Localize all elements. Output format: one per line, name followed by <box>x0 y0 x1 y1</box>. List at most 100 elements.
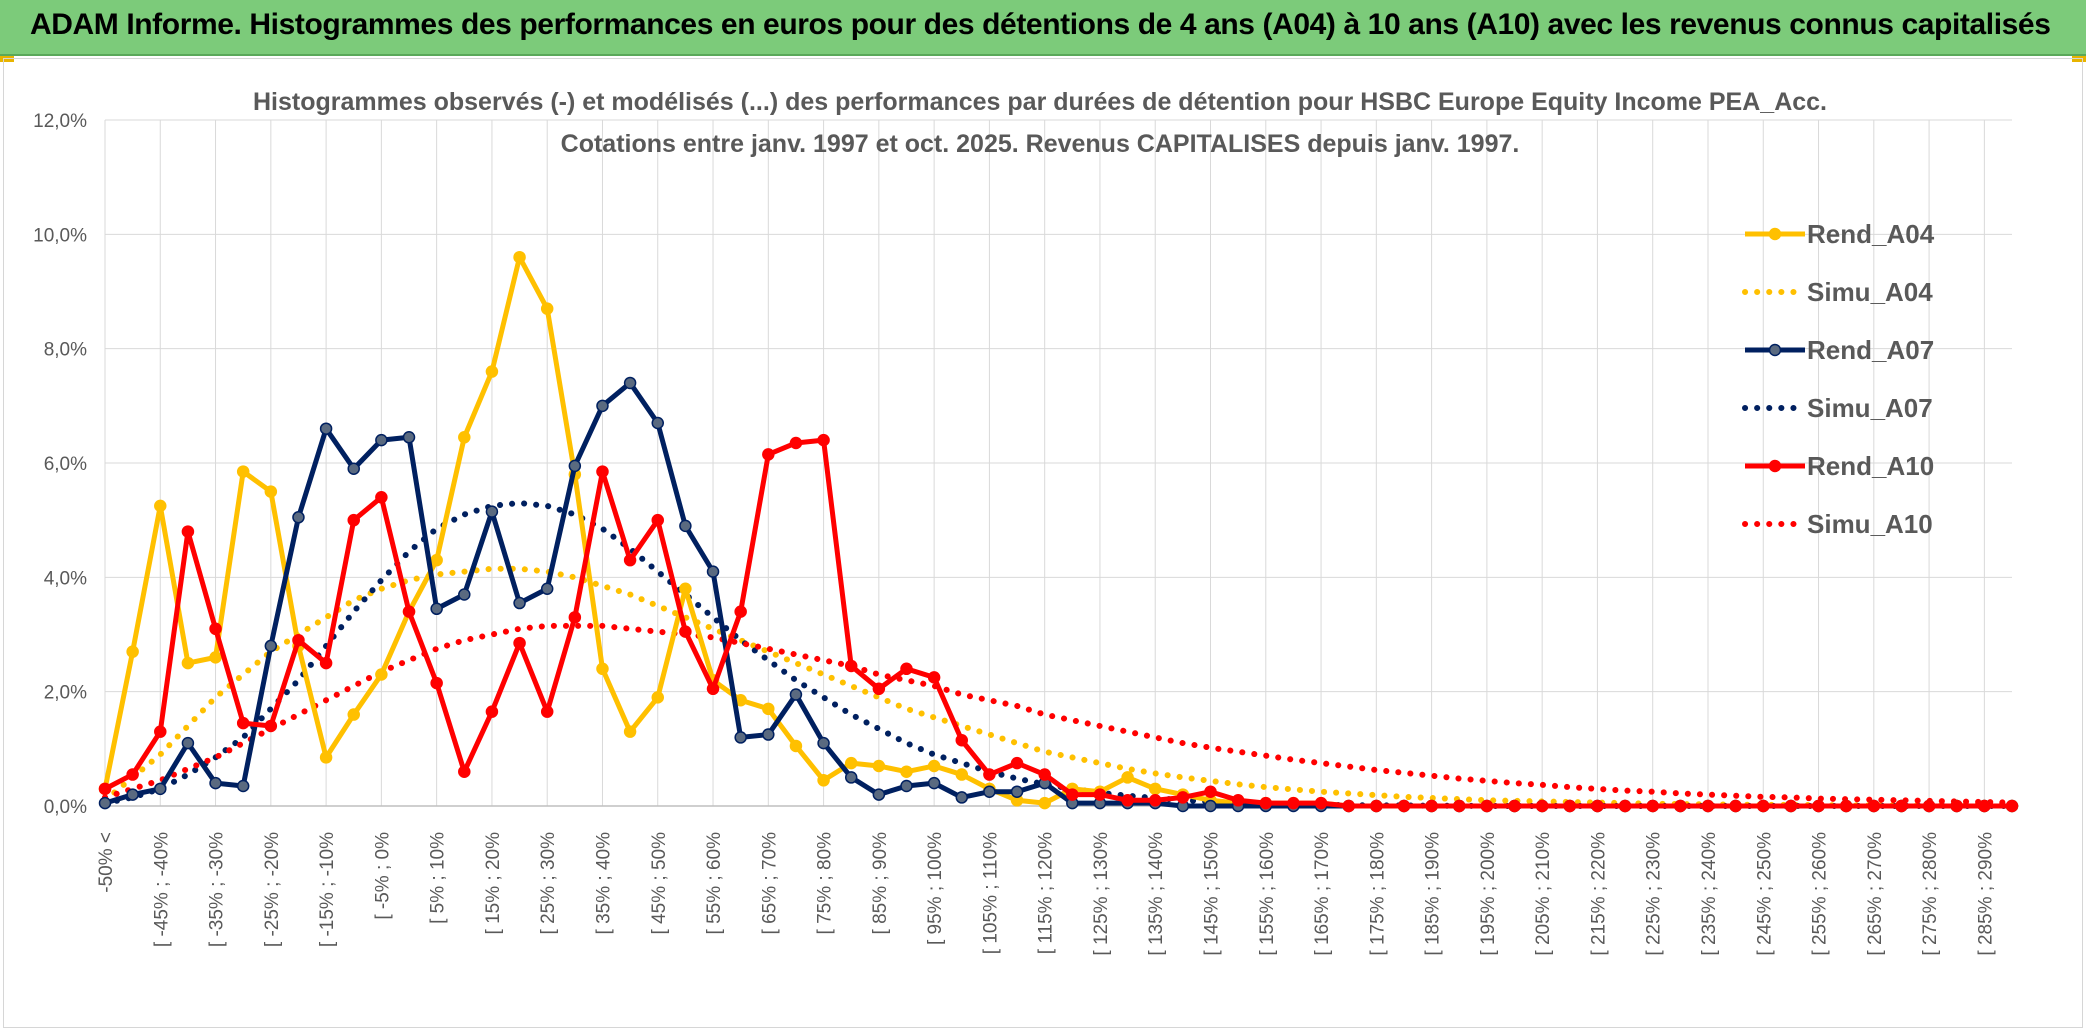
data-point <box>679 625 692 638</box>
data-point <box>540 302 554 315</box>
data-point <box>789 739 803 753</box>
x-tick-label: [ 155% ; 160% <box>1257 832 1278 956</box>
data-point <box>485 505 499 518</box>
data-point <box>1867 799 1881 813</box>
data-point <box>927 776 941 790</box>
legend-marker <box>1768 459 1782 473</box>
data-point <box>154 782 167 796</box>
data-point <box>1342 799 1355 813</box>
y-tick-label: 0,0% <box>44 797 87 818</box>
x-tick-label: [ 265% ; 270% <box>1865 832 1886 956</box>
data-point <box>292 511 305 524</box>
series-line-rend_a07 <box>104 380 2012 809</box>
data-point <box>734 731 747 744</box>
data-point <box>430 676 443 690</box>
data-point <box>126 788 139 801</box>
legend: Rend_A04 Simu_A04 Rend_A07 Simu_A07 Rend_A10… <box>1742 219 1935 539</box>
data-point <box>209 651 222 664</box>
data-point <box>1480 799 1494 813</box>
x-tick-label: [ 235% ; 240% <box>1699 832 1720 956</box>
data-point <box>375 491 388 504</box>
data-point <box>1093 788 1107 801</box>
x-tick-label: [ 175% ; 180% <box>1367 832 1388 956</box>
x-tick-label: -50% < <box>96 832 117 893</box>
data-point <box>1646 799 1659 813</box>
data-point <box>1287 796 1300 810</box>
data-point <box>1701 799 1715 813</box>
x-tick-label: [ 165% ; 170% <box>1312 832 1333 956</box>
x-tick-label: [ 25% ; 30% <box>538 832 559 935</box>
grid <box>104 119 2012 807</box>
data-point <box>1038 768 1051 781</box>
data-point <box>679 519 692 533</box>
data-point <box>236 779 250 793</box>
data-point <box>126 768 139 781</box>
data-point <box>1563 799 1577 813</box>
x-tick-label: [ -5% ; 0% <box>372 832 393 920</box>
data-point <box>1425 799 1438 813</box>
data-point <box>762 448 775 461</box>
data-point <box>568 459 582 473</box>
data-point <box>706 682 720 696</box>
series-layer <box>98 250 2019 813</box>
data-point <box>181 736 195 750</box>
data-point <box>154 499 167 513</box>
data-point <box>264 639 278 653</box>
corner-mark-right <box>2072 56 2086 62</box>
x-tick-label: [ 65% ; 70% <box>759 832 780 935</box>
data-point <box>1618 799 1632 813</box>
data-point <box>264 485 278 498</box>
data-point <box>1231 794 1245 807</box>
x-tick-label: [ 245% ; 250% <box>1754 832 1775 956</box>
data-point <box>651 691 665 704</box>
data-point <box>1591 799 1604 813</box>
data-point <box>292 633 305 647</box>
data-point <box>900 662 913 676</box>
data-point <box>2005 799 2019 813</box>
data-point <box>1950 799 1963 813</box>
data-point <box>181 525 195 538</box>
data-point <box>927 671 941 684</box>
data-point <box>955 768 969 781</box>
data-point <box>1674 799 1687 813</box>
x-tick-label: [ 115% ; 120% <box>1036 832 1057 954</box>
data-point <box>458 765 471 778</box>
x-tick-label: [ -35% ; -30% <box>207 832 228 947</box>
y-tick-label: 10,0% <box>33 225 87 246</box>
x-tick-label: [ 125% ; 130% <box>1091 832 1112 956</box>
data-point <box>762 702 775 716</box>
data-point <box>1757 799 1770 813</box>
data-point <box>1978 799 1991 813</box>
x-tick-label: [ 185% ; 190% <box>1423 832 1444 956</box>
data-point <box>402 431 416 444</box>
data-point <box>402 605 416 618</box>
y-tick-label: 4,0% <box>44 568 87 589</box>
x-tick-label: [ 195% ; 200% <box>1478 832 1499 956</box>
x-tick-label: [ 75% ; 80% <box>815 832 836 935</box>
data-point <box>347 462 360 475</box>
data-point <box>430 602 443 616</box>
data-point <box>154 725 167 738</box>
series-line-rend_a10 <box>103 437 2012 809</box>
data-point <box>955 791 969 804</box>
data-point <box>762 728 775 741</box>
data-point <box>430 553 443 567</box>
data-point <box>458 431 471 444</box>
x-tick-label: [ 145% ; 150% <box>1202 832 1223 956</box>
x-tick-label: [ 95% ; 100% <box>925 832 946 945</box>
x-tick-label: [ -25% ; -20% <box>262 832 283 947</box>
data-point <box>1508 799 1521 813</box>
data-point <box>817 433 830 447</box>
data-point <box>513 596 526 610</box>
data-point <box>900 779 913 793</box>
data-point <box>1259 796 1273 810</box>
x-tick-label: [ 255% ; 260% <box>1810 832 1831 956</box>
data-point <box>458 588 471 601</box>
data-point <box>1812 799 1825 813</box>
x-tick-label: [ 55% ; 60% <box>704 832 725 935</box>
y-tick-label: 2,0% <box>44 683 87 704</box>
data-point <box>1204 785 1217 798</box>
legend-label: Rend_A04 <box>1807 219 1935 249</box>
data-point <box>679 582 692 596</box>
data-point <box>623 553 637 567</box>
